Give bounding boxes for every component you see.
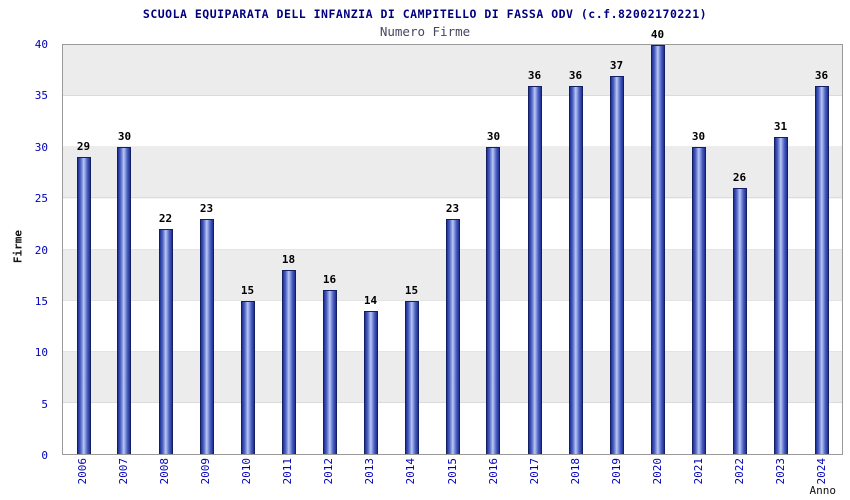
bar-value-2023: 31: [773, 120, 788, 134]
chart-title: SCUOLA EQUIPARATA DELL INFANZIA DI CAMPI…: [142, 7, 708, 21]
x-tick-label-2022: 2022: [733, 458, 747, 485]
y-tick-label-25: 25: [34, 192, 48, 206]
bar-2006: [76, 157, 91, 454]
x-tick-label-2017: 2017: [527, 458, 541, 485]
bar-2009: [199, 218, 214, 454]
x-tick-label-2012: 2012: [322, 458, 336, 485]
bar-value-2010: 15: [240, 283, 255, 297]
bar-2007: [117, 147, 132, 454]
gridline: [63, 197, 842, 199]
bar-value-2011: 18: [281, 252, 296, 266]
x-tick-label-2009: 2009: [198, 458, 212, 485]
bar-2023: [773, 137, 788, 454]
x-axis-title: Anno: [809, 484, 837, 497]
x-tick-label-2024: 2024: [815, 458, 829, 485]
bar-2015: [445, 218, 460, 454]
bar-value-2018: 36: [568, 68, 583, 82]
x-tick-label-2019: 2019: [609, 458, 623, 485]
bar-2014: [404, 300, 419, 454]
bar-value-2016: 30: [486, 130, 501, 144]
bar-value-2009: 23: [199, 201, 214, 215]
bar-value-2013: 14: [363, 293, 378, 307]
x-tick-label-2023: 2023: [774, 458, 788, 485]
x-tick-label-2015: 2015: [445, 458, 459, 485]
bar-2008: [158, 229, 173, 454]
bar-value-2019: 37: [609, 58, 624, 72]
gridline: [63, 146, 842, 148]
bar-value-2014: 15: [404, 283, 419, 297]
bar-value-2021: 30: [691, 130, 706, 144]
bar-2021: [691, 147, 706, 454]
y-tick-label-35: 35: [34, 89, 48, 103]
x-tick-label-2014: 2014: [404, 458, 418, 485]
bar-value-2024: 36: [814, 68, 829, 82]
bar-2012: [322, 290, 337, 454]
x-tick-label-2020: 2020: [651, 458, 665, 485]
bar-2013: [363, 310, 378, 454]
y-axis: 0 5 10 15 20 25 30 35 40: [0, 38, 56, 462]
x-tick-label-2018: 2018: [568, 458, 582, 485]
x-tick-label-2016: 2016: [486, 458, 500, 485]
x-tick-label-2021: 2021: [692, 458, 706, 485]
bar-value-2008: 22: [158, 212, 173, 226]
y-tick-label-20: 20: [34, 243, 48, 257]
x-tick-label-2013: 2013: [363, 458, 377, 485]
bar-value-2015: 23: [445, 201, 460, 215]
y-tick-label-0: 0: [41, 449, 48, 462]
bar-2020: [650, 45, 665, 454]
bar-2019: [609, 75, 624, 454]
bar-2011: [281, 269, 296, 454]
bar-2017: [527, 85, 542, 454]
y-tick-label-30: 30: [34, 140, 48, 154]
x-tick-label-2008: 2008: [157, 458, 171, 485]
chart-subtitle: Numero Firme: [379, 24, 471, 39]
y-tick-label-40: 40: [34, 38, 48, 51]
y-tick-label-15: 15: [34, 294, 48, 308]
bar-value-2012: 16: [322, 273, 337, 287]
bar-2024: [814, 85, 829, 454]
x-tick-label-2010: 2010: [239, 458, 253, 485]
x-tick-label-2006: 2006: [75, 458, 89, 485]
x-tick-label-2011: 2011: [281, 458, 295, 485]
gridline: [63, 95, 842, 97]
bar-2010: [240, 300, 255, 454]
bar-value-2020: 40: [650, 28, 665, 41]
y-tick-label-5: 5: [41, 397, 48, 411]
bar-2016: [486, 147, 501, 454]
y-tick-label-10: 10: [34, 346, 48, 360]
bar-2018: [568, 85, 583, 454]
x-tick-label-2007: 2007: [116, 458, 130, 485]
bar-2022: [732, 188, 747, 454]
x-axis: 2006 2007 2008 2009 2010 2011 2012 2013 2014 2015…: [62, 456, 843, 498]
plot-area: 29 30 22 23 15 18 16 14 15 23 30 36 36 37 40 30 26 31 36: [62, 28, 843, 455]
bar-value-2022: 26: [732, 171, 747, 185]
bar-value-2006: 29: [76, 140, 91, 154]
bar-value-2017: 36: [527, 68, 542, 82]
bar-value-2007: 30: [117, 130, 132, 144]
